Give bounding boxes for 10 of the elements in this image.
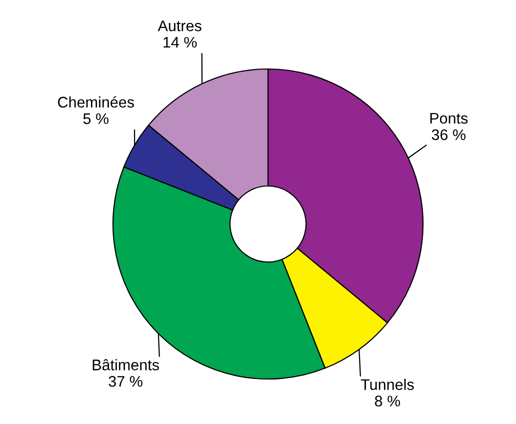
slice-label: Autres: [158, 20, 202, 32]
data-label: 36 %: [432, 129, 466, 140]
data-label: 8 %: [374, 396, 400, 406]
data-label: 14 %: [164, 36, 197, 48]
slice-label: Ponts: [430, 113, 468, 124]
slice-label: Tunnels: [360, 378, 414, 390]
data-label: 37 %: [108, 376, 142, 387]
slice-label: Bâtiments: [92, 359, 159, 370]
data-label: 5 %: [83, 113, 108, 124]
slice-label: Cheminées: [58, 96, 134, 108]
